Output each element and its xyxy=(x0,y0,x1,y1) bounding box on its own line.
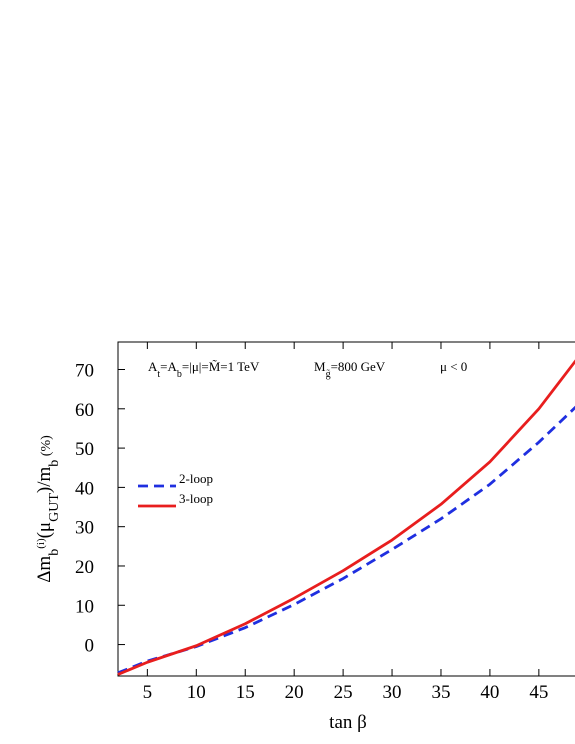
x-tick-label: 10 xyxy=(187,682,206,703)
x-tick-label: 45 xyxy=(529,682,548,703)
y-tick-label: 50 xyxy=(75,439,94,460)
y-tick-label: 60 xyxy=(75,400,94,421)
x-axis-label: tan β xyxy=(329,712,367,733)
series-layer xyxy=(117,359,575,676)
annotations: At=Ab=|μ|=M̃=1 TeV Mg̃=800 GeV μ < 0 xyxy=(148,359,467,380)
y-tick-label: 20 xyxy=(75,557,94,578)
x-tick-label: 5 xyxy=(143,682,153,703)
annotation-gluino: Mg̃=800 GeV xyxy=(314,359,386,380)
x-tick-label: 25 xyxy=(334,682,353,703)
x-tick-label: 30 xyxy=(383,682,402,703)
legend-label: 3-loop xyxy=(179,491,213,506)
annotation-params: At=Ab=|μ|=M̃=1 TeV xyxy=(148,359,260,380)
x-tick-label: 20 xyxy=(285,682,304,703)
y-tick-label: 30 xyxy=(75,518,94,539)
y-tick-label: 40 xyxy=(75,478,94,499)
legend: 2-loop 3-loop xyxy=(138,471,213,508)
y-tick-label: 70 xyxy=(75,361,94,382)
x-tick-label: 40 xyxy=(480,682,499,703)
y-axis-label: Δmb(i)(μGUT)/mb (%) xyxy=(34,435,62,583)
y-tick-label: 10 xyxy=(75,596,94,617)
annotation-sign: μ < 0 xyxy=(440,359,467,374)
plot-frame xyxy=(117,341,575,677)
ticks: 5 10 15 20 25 30 35 40 45 0 10 20 30 40 50 60 70 xyxy=(75,342,548,703)
x-tick-label: 15 xyxy=(236,682,255,703)
x-tick-label: 35 xyxy=(431,682,450,703)
y-tick-label: 0 xyxy=(85,636,95,657)
legend-label: 2-loop xyxy=(179,471,213,486)
series-line-3-loop xyxy=(117,359,575,676)
